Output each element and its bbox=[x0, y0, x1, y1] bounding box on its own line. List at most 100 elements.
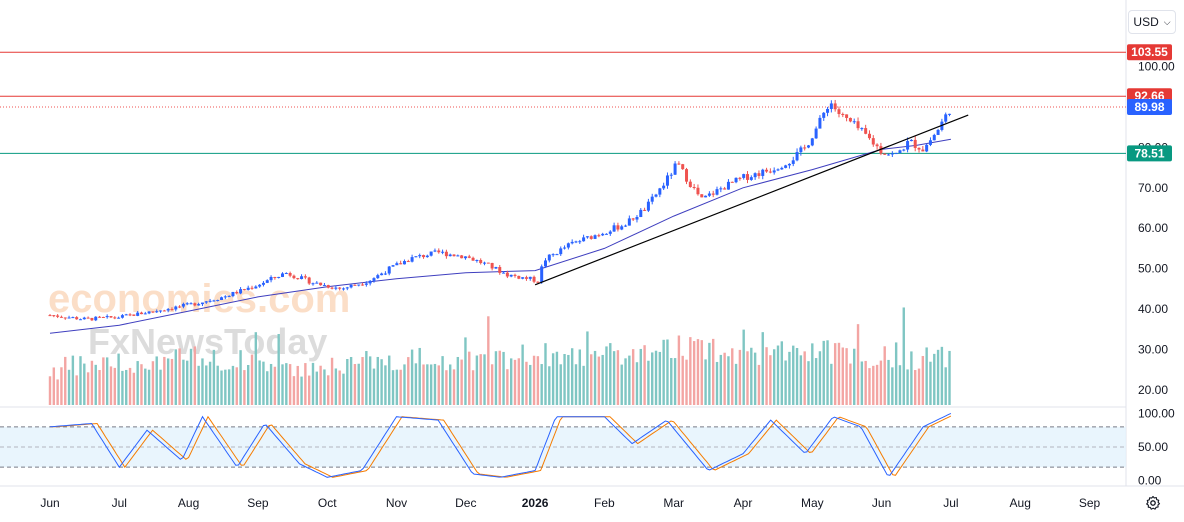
volume-bar bbox=[872, 365, 875, 405]
candle-body bbox=[475, 259, 479, 261]
candle-body bbox=[311, 283, 315, 285]
volume-bar bbox=[132, 372, 136, 405]
volume-bar bbox=[151, 361, 155, 405]
price-tick-label: 70.00 bbox=[1138, 181, 1168, 195]
volume-bar bbox=[342, 373, 345, 405]
time-tick-label: Sep bbox=[1079, 496, 1101, 510]
volume-bar bbox=[71, 355, 75, 405]
volume-bar bbox=[677, 335, 681, 405]
currency-label: USD bbox=[1133, 15, 1159, 29]
volume-bar bbox=[170, 358, 174, 405]
candle-body bbox=[90, 317, 94, 321]
volume-bar bbox=[407, 357, 410, 405]
volume-bar bbox=[807, 361, 810, 405]
candle-body bbox=[810, 138, 814, 146]
price-tick-label: 20.00 bbox=[1138, 383, 1168, 397]
candle-body bbox=[139, 312, 143, 315]
volume-bar bbox=[384, 365, 387, 405]
moving-average-layer bbox=[49, 138, 951, 334]
volume-bar bbox=[696, 339, 700, 405]
volume-bar bbox=[300, 376, 303, 405]
candle-body bbox=[307, 277, 311, 284]
time-tick-label: Nov bbox=[386, 496, 407, 510]
candle-body bbox=[867, 133, 871, 139]
volume-bar bbox=[449, 364, 452, 405]
volume-bar bbox=[372, 368, 376, 405]
candle-body bbox=[460, 255, 464, 259]
volume-bar bbox=[338, 370, 341, 405]
volume-bar bbox=[64, 356, 67, 405]
volume-bar bbox=[658, 351, 662, 405]
candle-body bbox=[932, 134, 936, 141]
volume-bar bbox=[48, 376, 52, 405]
candle-body bbox=[78, 319, 82, 321]
candle-body bbox=[528, 276, 532, 279]
candle-body bbox=[353, 284, 357, 286]
candle-body bbox=[829, 103, 833, 109]
candle-body bbox=[322, 285, 326, 287]
volume-bar bbox=[723, 352, 726, 405]
volume-bar bbox=[426, 364, 429, 405]
candle-body bbox=[261, 282, 265, 285]
candle-body bbox=[486, 262, 490, 264]
candle-body bbox=[235, 291, 239, 294]
volume-bar bbox=[555, 351, 559, 405]
candle-body bbox=[189, 303, 193, 305]
volume-bar bbox=[109, 366, 113, 405]
candle-body bbox=[181, 303, 185, 307]
candle-body bbox=[715, 189, 719, 195]
volume-bar bbox=[174, 349, 177, 405]
volume-bar bbox=[487, 316, 490, 405]
volume-bar bbox=[136, 361, 139, 405]
candle-body bbox=[616, 225, 620, 230]
candle-body bbox=[200, 302, 204, 305]
volume-bar bbox=[586, 331, 589, 405]
time-tick-label: Jul bbox=[112, 496, 127, 510]
candle-body bbox=[909, 139, 913, 142]
candle-body bbox=[505, 272, 509, 277]
volume-bar bbox=[243, 370, 246, 405]
volume-bar bbox=[144, 368, 147, 405]
candle-body bbox=[82, 317, 86, 320]
price-badge-resistance bbox=[1127, 44, 1172, 61]
volume-bar bbox=[197, 365, 200, 405]
volume-bar bbox=[334, 368, 338, 405]
volume-bar bbox=[399, 369, 402, 405]
stochastic-tick-label: 50.00 bbox=[1138, 440, 1168, 454]
candle-body bbox=[296, 278, 300, 280]
volume-bar bbox=[914, 370, 917, 405]
volume-bar bbox=[734, 363, 738, 405]
volume-bar bbox=[670, 357, 673, 405]
volume-bar bbox=[570, 348, 574, 405]
volume-bar bbox=[224, 369, 227, 405]
candle-body bbox=[105, 316, 109, 318]
volume-bar bbox=[612, 351, 616, 405]
volume-bar bbox=[631, 349, 635, 405]
candle-body bbox=[471, 257, 475, 261]
candle-body bbox=[761, 169, 765, 176]
time-axis: Jun Jul Aug Sep Oct Nov Dec 2026 Feb Mar Apr May Jun… bbox=[40, 496, 1100, 510]
volume-bar bbox=[220, 370, 223, 405]
candle-body bbox=[498, 267, 502, 273]
volume-bar bbox=[498, 350, 501, 405]
moving-average-line bbox=[49, 138, 951, 334]
volume-bar bbox=[860, 361, 864, 405]
candle-body bbox=[67, 317, 71, 319]
candle-body bbox=[349, 284, 353, 288]
volume-bar bbox=[521, 344, 524, 405]
volume-bar bbox=[894, 342, 898, 405]
candle-body bbox=[368, 280, 372, 284]
volume-bar bbox=[765, 347, 768, 405]
volume-bar bbox=[822, 340, 825, 405]
volume-bar bbox=[182, 359, 185, 405]
volume-bar bbox=[246, 364, 250, 405]
volume-bar bbox=[56, 379, 59, 405]
time-tick-label: Jun bbox=[872, 496, 891, 510]
volume-bar bbox=[746, 351, 749, 405]
currency-selector[interactable]: USD ⌵ bbox=[1128, 10, 1176, 34]
settings-button[interactable] bbox=[1144, 494, 1162, 512]
volume-bar bbox=[772, 349, 776, 405]
candle-body bbox=[479, 259, 483, 264]
candle-body bbox=[536, 281, 540, 283]
